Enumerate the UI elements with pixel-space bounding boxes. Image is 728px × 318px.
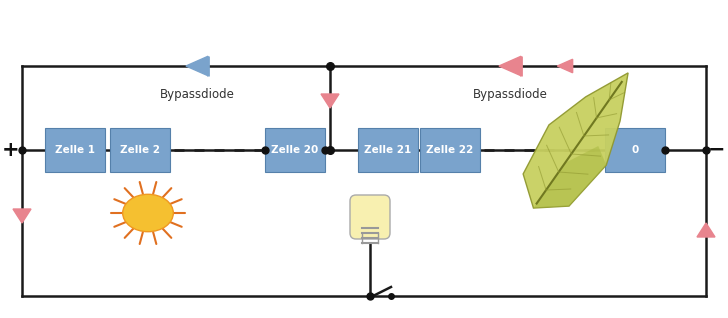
Ellipse shape (123, 194, 173, 232)
Text: Zelle 1: Zelle 1 (55, 145, 95, 155)
Polygon shape (697, 223, 715, 237)
Text: Zelle 2: Zelle 2 (120, 145, 160, 155)
Polygon shape (13, 209, 31, 223)
Polygon shape (534, 146, 606, 208)
Text: Zelle 22: Zelle 22 (427, 145, 474, 155)
FancyBboxPatch shape (350, 195, 390, 239)
Bar (605, 128, 665, 172)
Polygon shape (499, 56, 521, 76)
Polygon shape (321, 94, 339, 108)
Bar (110, 128, 170, 172)
Polygon shape (523, 73, 628, 208)
Text: +: + (2, 140, 20, 160)
Text: Bypassdiode: Bypassdiode (159, 88, 234, 101)
Bar (45, 128, 105, 172)
Text: −: − (708, 140, 726, 160)
Bar (420, 128, 480, 172)
Text: Zelle 21: Zelle 21 (365, 145, 411, 155)
Bar (265, 128, 325, 172)
Polygon shape (558, 59, 573, 73)
Bar (358, 128, 418, 172)
Polygon shape (186, 56, 208, 76)
Text: 0: 0 (631, 145, 638, 155)
Text: Bypassdiode: Bypassdiode (472, 88, 547, 101)
Text: Zelle 20: Zelle 20 (272, 145, 319, 155)
